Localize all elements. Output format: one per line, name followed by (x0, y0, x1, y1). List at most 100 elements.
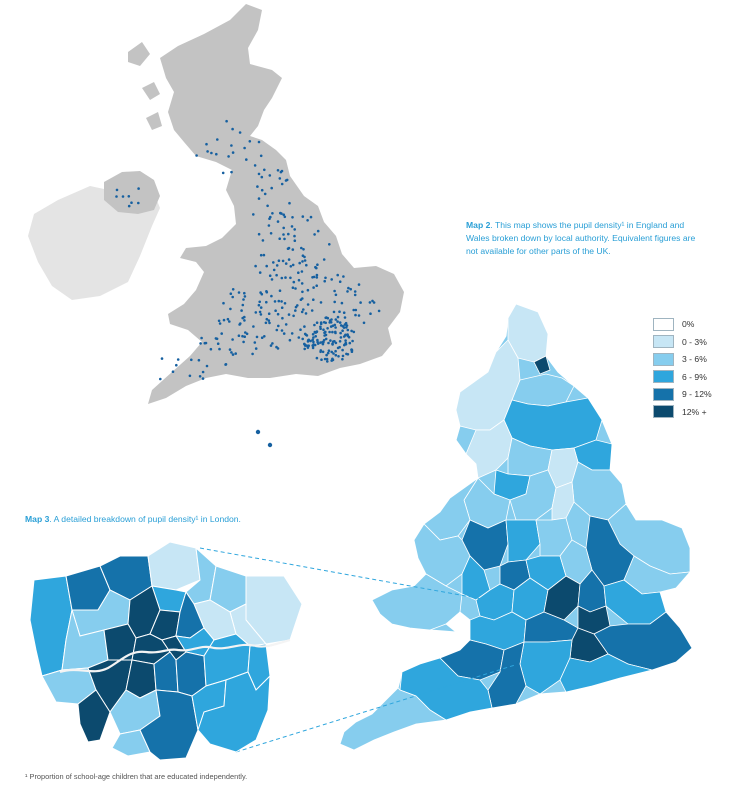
school-dot (188, 374, 192, 378)
school-dot (277, 259, 281, 263)
borough-kingston (77, 689, 111, 743)
school-dot (330, 318, 333, 321)
school-dot (258, 310, 262, 314)
school-dot (301, 215, 305, 218)
school-dot (230, 351, 233, 354)
school-dot (272, 268, 276, 272)
school-dot (288, 338, 292, 342)
school-dot (273, 300, 277, 303)
school-dot (334, 293, 338, 297)
school-dot (225, 119, 228, 123)
school-dot (296, 304, 299, 307)
school-dot (267, 224, 271, 227)
school-dot (352, 330, 356, 334)
school-dot (324, 276, 327, 280)
school-dot (319, 341, 322, 344)
legend-label: 3 - 6% (682, 354, 707, 365)
school-dot (175, 363, 178, 367)
school-dot (307, 344, 311, 348)
school-dot (333, 300, 337, 304)
school-dot (329, 325, 333, 328)
school-dot (311, 333, 315, 336)
school-dot (237, 334, 241, 338)
school-dot (300, 270, 304, 273)
map3-caption-label: Map 3 (25, 514, 50, 524)
school-dot (340, 301, 344, 305)
school-dot (257, 197, 261, 200)
school-dot (301, 337, 305, 341)
school-dot (254, 264, 257, 268)
school-dot (342, 311, 346, 315)
school-dot (252, 325, 255, 328)
school-dot (280, 182, 284, 186)
school-dot (280, 276, 284, 280)
school-dot (275, 273, 278, 277)
school-dot (253, 164, 257, 167)
school-dot (160, 357, 164, 360)
school-dot (292, 280, 296, 284)
school-dot (301, 290, 304, 294)
map2-caption-label: Map 2 (466, 220, 491, 230)
school-dot (240, 309, 243, 312)
school-dot (276, 220, 280, 223)
school-dot (334, 318, 338, 321)
school-dot (331, 342, 334, 346)
school-dot (270, 186, 274, 190)
school-dot (312, 340, 315, 344)
school-dot (330, 278, 334, 281)
school-dot (282, 332, 286, 335)
school-dot (260, 336, 264, 340)
school-dot (231, 151, 235, 154)
school-dot (338, 340, 342, 343)
school-dot (329, 339, 332, 342)
school-dot (346, 333, 349, 336)
school-dot (287, 232, 290, 236)
school-dot (354, 313, 357, 317)
school-dot (159, 377, 162, 381)
school-dot (313, 323, 316, 327)
school-dot (315, 273, 319, 277)
school-dot (275, 328, 279, 332)
school-dot (307, 338, 311, 342)
legend-swatch (653, 370, 674, 384)
school-dot (258, 300, 262, 304)
school-dot (362, 321, 366, 325)
school-dot (281, 316, 284, 320)
school-dot (301, 254, 305, 257)
school-dot (319, 321, 323, 324)
school-dot (292, 314, 295, 318)
school-dot (115, 188, 119, 192)
school-dot (257, 303, 261, 307)
school-dot (231, 353, 235, 356)
school-dot (326, 360, 329, 363)
school-dot (334, 349, 337, 353)
school-dot (322, 328, 325, 332)
school-dot (315, 356, 319, 360)
school-dot (215, 337, 219, 341)
school-dot (200, 336, 203, 340)
school-dot (338, 280, 342, 284)
school-dot (300, 310, 304, 314)
school-dot (347, 286, 350, 290)
legend-item: 9 - 12% (653, 386, 712, 403)
school-dot (312, 275, 316, 279)
school-dot (218, 347, 221, 351)
school-dot (311, 338, 315, 342)
school-dot (176, 358, 180, 361)
school-dot (216, 138, 219, 141)
school-dot (312, 298, 315, 302)
borough-sutton (111, 729, 151, 757)
school-dot (222, 301, 225, 305)
school-dot (319, 301, 323, 304)
map3-caption-text: . A detailed breakdown of pupil density¹… (49, 514, 241, 524)
school-dot (341, 325, 345, 328)
school-dot (333, 289, 336, 293)
school-dot (316, 338, 319, 342)
school-dot (283, 237, 286, 241)
school-dot (281, 259, 285, 263)
school-dot (344, 341, 348, 345)
school-dot (259, 313, 263, 316)
school-dot (195, 154, 198, 157)
school-dot (312, 336, 315, 339)
